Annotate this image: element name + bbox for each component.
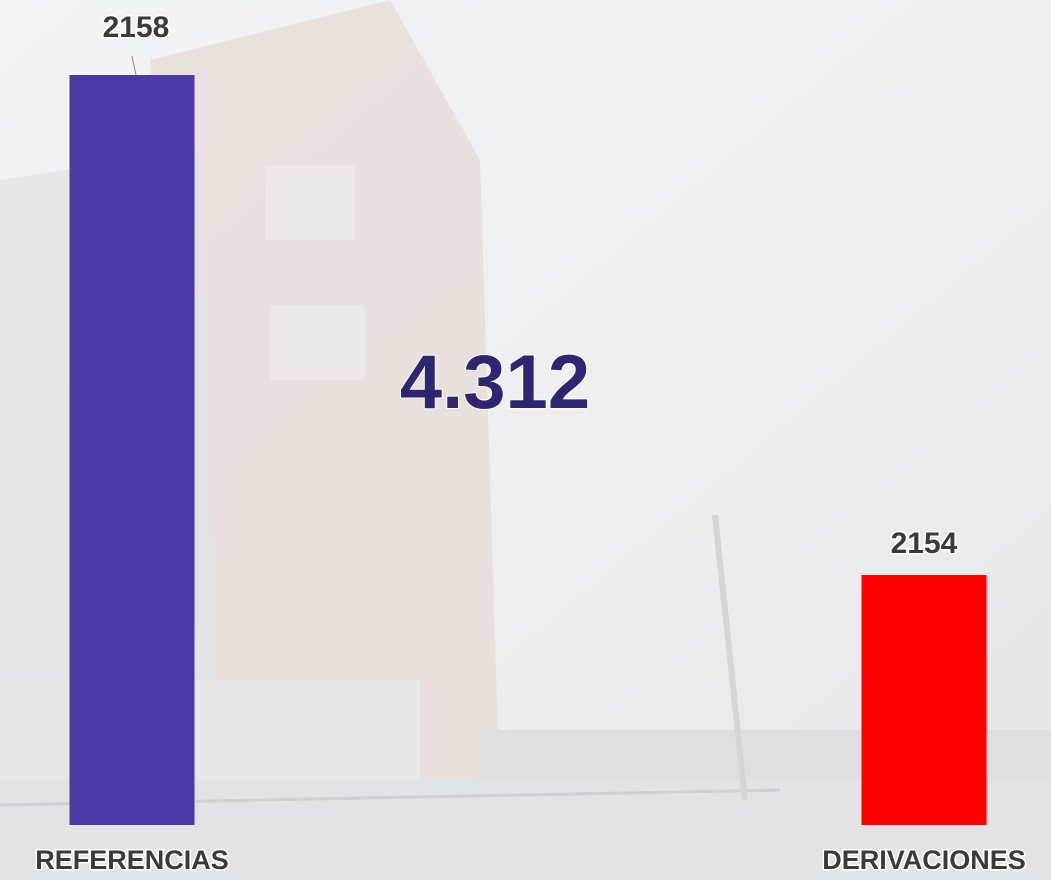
value-label: 2154	[891, 527, 958, 560]
x-tick-label: DERIVACIONES	[822, 845, 1026, 875]
page: {"chart_data": {"type": "bar", "categori…	[0, 0, 1051, 880]
bar	[70, 75, 195, 825]
chart: 4.312 2158 REFERENCIAS 2154 DERIVACIONES	[0, 0, 1051, 880]
value-label: 2158	[103, 11, 170, 44]
x-tick-label: REFERENCIAS	[35, 845, 229, 875]
total-annotation: 4.312	[400, 340, 590, 425]
bar	[862, 575, 987, 825]
